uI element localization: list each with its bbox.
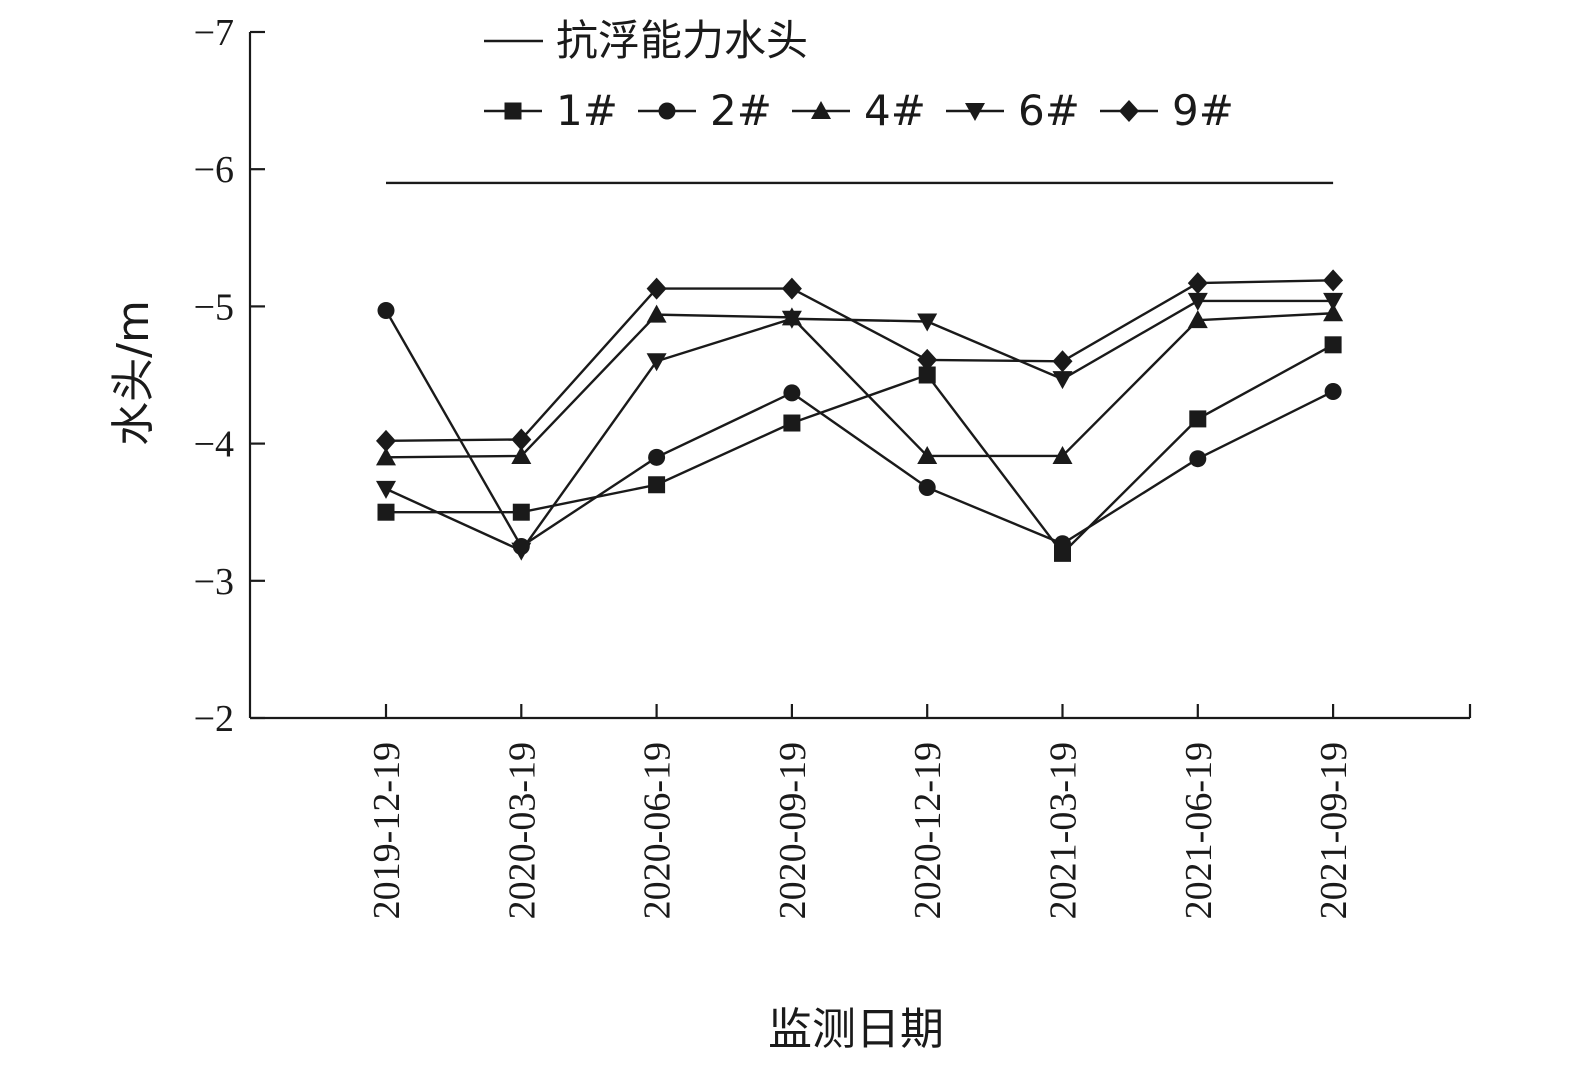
- data-point-triangle-down: [1323, 292, 1344, 311]
- data-point-triangle-up: [511, 445, 532, 464]
- data-point-triangle-down: [646, 353, 667, 372]
- data-point-triangle-up: [376, 447, 396, 466]
- data-point-diamond: [917, 348, 938, 371]
- x-axis-title: 监测日期: [768, 1004, 944, 1055]
- x-tick-label: 2020-12-19: [907, 742, 949, 919]
- y-axis-title: 水头/m: [108, 300, 159, 446]
- data-point-square: [1189, 410, 1207, 428]
- x-tick-label: 2021-09-19: [1313, 742, 1355, 919]
- legend-item-reference: 抗浮能力水头: [484, 16, 808, 65]
- legend-label: 4#: [864, 86, 926, 135]
- legend-label: 抗浮能力水头: [556, 16, 808, 65]
- series-1: [377, 336, 1342, 562]
- data-point-circle: [783, 384, 801, 402]
- y-tick-label: −4: [194, 424, 234, 466]
- data-point-circle: [918, 479, 936, 497]
- data-point-triangle-down: [781, 310, 802, 329]
- data-point-triangle-down: [917, 313, 938, 332]
- x-tick-label: 2020-03-19: [501, 742, 543, 919]
- legend-item-4: 4#: [792, 86, 926, 135]
- data-point-triangle-down: [965, 103, 985, 121]
- x-tick-label: 2020-09-19: [772, 742, 814, 919]
- data-point-circle: [1054, 535, 1071, 553]
- data-point-triangle-down: [1187, 292, 1208, 311]
- legend: 抗浮能力水头 1# 2# 4# 6# 9#: [484, 16, 1234, 135]
- data-point-triangle-up: [1187, 310, 1208, 329]
- data-point-triangle-up: [1052, 445, 1073, 464]
- data-point-diamond: [646, 277, 667, 300]
- data-point-triangle-down: [376, 480, 396, 499]
- data-point-diamond: [1119, 100, 1139, 122]
- x-tick-label: 2021-06-19: [1178, 742, 1220, 919]
- y-tick-label: −7: [194, 12, 234, 54]
- data-point-diamond: [1323, 269, 1344, 292]
- data-point-square: [783, 414, 801, 432]
- axes: −7 −6 −5 −4 −3 −2 2019-12-19 2020-03-19 2020-06-…: [194, 12, 1472, 919]
- data-point-circle: [1324, 382, 1342, 400]
- data-point-diamond: [376, 429, 396, 452]
- data-point-square: [377, 503, 395, 521]
- legend-item-6: 6#: [946, 86, 1080, 135]
- data-point-triangle-up: [917, 445, 938, 464]
- series-line: [384, 309, 1334, 549]
- series-9: [376, 269, 1344, 452]
- data-point-diamond: [1052, 350, 1073, 373]
- y-tick-label: −2: [194, 698, 234, 740]
- data-point-square: [648, 476, 666, 494]
- series-line: [385, 312, 1334, 459]
- legend-label: 9#: [1172, 86, 1234, 135]
- legend-item-2: 2#: [638, 86, 772, 135]
- data-point-triangle-up: [1323, 303, 1344, 322]
- data-point-square: [512, 503, 530, 521]
- data-point-triangle-down: [511, 542, 532, 561]
- legend-label: 2#: [710, 86, 772, 135]
- data-point-square: [918, 366, 936, 384]
- y-tick-label: −3: [194, 561, 234, 603]
- data-point-square: [1324, 336, 1342, 354]
- data-point-triangle-up: [811, 101, 831, 119]
- y-tick-label: −6: [194, 149, 234, 191]
- x-tick-label: 2021-03-19: [1043, 742, 1085, 919]
- legend-item-1: 1#: [484, 86, 618, 135]
- series-line: [385, 299, 1334, 553]
- data-point-diamond: [781, 277, 802, 300]
- y-tick-label: −5: [194, 286, 234, 328]
- series-line: [386, 343, 1334, 556]
- series-4: [376, 303, 1344, 466]
- data-point-diamond: [1187, 272, 1208, 295]
- legend-label: 6#: [1018, 86, 1080, 135]
- legend-item-9: 9#: [1100, 86, 1234, 135]
- data-point-diamond: [511, 428, 532, 451]
- series-2: [377, 302, 1342, 555]
- data-point-circle: [1189, 450, 1207, 468]
- legend-label: 1#: [556, 86, 618, 135]
- x-tick-label: 2019-12-19: [366, 742, 408, 919]
- data-point-triangle-up: [646, 304, 667, 323]
- x-tick-label: 2020-06-19: [637, 742, 679, 919]
- data-point-square: [504, 102, 522, 120]
- data-point-circle: [658, 102, 676, 120]
- series-line: [385, 279, 1334, 443]
- series-layer: [376, 269, 1344, 562]
- data-point-circle: [648, 448, 666, 466]
- data-point-triangle-down: [1052, 371, 1073, 390]
- data-point-circle: [377, 302, 395, 320]
- series-6: [376, 292, 1344, 561]
